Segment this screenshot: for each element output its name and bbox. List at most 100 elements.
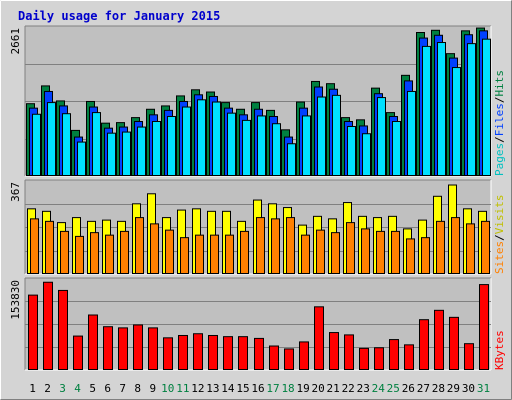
kbytes-max-label: 153830 bbox=[9, 280, 22, 320]
visits-sites-sites-bar-1 bbox=[30, 218, 39, 275]
kbytes-kbytes-bar-18 bbox=[284, 348, 294, 370]
hits-files-pages-pages-bar-20 bbox=[317, 96, 326, 176]
hits-files-pages-pages-bar-2 bbox=[47, 102, 56, 176]
hits-files-pages-pages-bar-5 bbox=[92, 112, 101, 177]
hits-files-pages-legend-separator: / bbox=[493, 136, 506, 143]
kbytes-kbytes-bar-3 bbox=[58, 289, 68, 370]
visits-sites-sites-bar-5 bbox=[90, 232, 99, 274]
hits-files-pages-pages-bar-14 bbox=[227, 112, 236, 176]
kbytes-kbytes-bar-6 bbox=[103, 326, 113, 370]
kbytes-kbytes-bar-23 bbox=[359, 347, 369, 370]
hits-files-pages-pages-bar-24 bbox=[377, 97, 386, 176]
x-tick-label-21: 21 bbox=[327, 382, 340, 395]
hits-files-pages-pages-bar-15 bbox=[242, 119, 251, 176]
x-tick-label-1: 1 bbox=[29, 382, 36, 395]
x-tick-label-17: 17 bbox=[266, 382, 279, 395]
kbytes-kbytes-bar-25 bbox=[389, 339, 399, 371]
x-tick-label-10: 10 bbox=[161, 382, 174, 395]
hits-files-pages-pages-bar-21 bbox=[332, 94, 341, 176]
hits-files-pages-pages-bar-16 bbox=[257, 115, 266, 176]
kbytes-kbytes-bar-30 bbox=[464, 343, 474, 371]
chart-panels: 2661 Pages/Files/Hits 367 Sites/Visits 15383… bbox=[9, 25, 506, 371]
visits-sites-sites-bar-19 bbox=[301, 234, 310, 274]
hits-files-pages-panel: 2661 Pages/Files/Hits bbox=[9, 25, 506, 177]
x-tick-label-28: 28 bbox=[432, 382, 445, 395]
x-tick-label-12: 12 bbox=[191, 382, 204, 395]
kbytes-kbytes-bar-16 bbox=[254, 337, 264, 370]
x-axis-labels: 1 2 3 4 5 6 7 8 9 10 11 12 13 14 15 16 17 18 19 20 21 22 23 24 2… bbox=[29, 382, 490, 395]
x-tick-label-15: 15 bbox=[236, 382, 249, 395]
hits-files-pages-pages-bar-22 bbox=[347, 125, 356, 176]
x-tick-label-29: 29 bbox=[447, 382, 460, 395]
kbytes-kbytes-bar-17 bbox=[269, 345, 279, 370]
visits-sites-sites-bar-12 bbox=[195, 234, 204, 274]
kbytes-kbytes-bar-8 bbox=[133, 324, 143, 370]
hits-files-pages-pages-bar-31 bbox=[482, 38, 491, 176]
visits-sites-sites-bar-4 bbox=[75, 235, 84, 275]
visits-sites-max-label: 367 bbox=[9, 182, 22, 202]
visits-sites-sites-bar-7 bbox=[120, 230, 129, 275]
visits-sites-sites-bar-22 bbox=[346, 222, 355, 274]
visits-sites-sites-bar-28 bbox=[436, 220, 445, 274]
visits-sites-sites-bar-25 bbox=[391, 230, 400, 275]
visits-sites-sites-bar-2 bbox=[45, 220, 54, 274]
hits-files-pages-pages-bar-28 bbox=[437, 42, 446, 177]
visits-sites-sites-bar-21 bbox=[331, 232, 340, 274]
hits-files-pages-pages-bar-27 bbox=[422, 45, 431, 176]
kbytes-kbytes-bar-20 bbox=[314, 306, 324, 370]
visits-sites-legend-sites: Sites bbox=[493, 241, 506, 274]
kbytes-kbytes-bar-12 bbox=[193, 333, 203, 371]
x-tick-label-9: 9 bbox=[149, 382, 156, 395]
kbytes-kbytes-bar-2 bbox=[43, 281, 53, 370]
kbytes-kbytes-bar-22 bbox=[344, 334, 354, 370]
hits-files-pages-pages-bar-12 bbox=[197, 99, 206, 176]
kbytes-kbytes-bar-28 bbox=[434, 309, 444, 370]
kbytes-side-legend: KBytes bbox=[493, 330, 506, 370]
x-tick-label-11: 11 bbox=[176, 382, 189, 395]
kbytes-kbytes-bar-31 bbox=[479, 284, 489, 370]
visits-sites-sites-bar-23 bbox=[361, 228, 370, 274]
kbytes-kbytes-bar-26 bbox=[404, 344, 414, 370]
visits-sites-sites-bar-29 bbox=[451, 217, 460, 274]
kbytes-kbytes-bar-5 bbox=[88, 314, 98, 370]
visits-sites-sites-bar-30 bbox=[466, 223, 475, 274]
visits-sites-sites-bar-8 bbox=[135, 217, 144, 274]
visits-sites-side-legend: Sites/Visits bbox=[493, 195, 506, 275]
kbytes-kbytes-bar-14 bbox=[223, 336, 233, 370]
x-tick-label-23: 23 bbox=[357, 382, 370, 395]
visits-sites-sites-bar-27 bbox=[421, 237, 430, 275]
hits-files-pages-legend-separator: / bbox=[493, 97, 506, 104]
x-tick-label-25: 25 bbox=[387, 382, 400, 395]
visits-sites-sites-bar-26 bbox=[406, 238, 415, 274]
kbytes-kbytes-bar-7 bbox=[118, 327, 128, 371]
x-tick-label-4: 4 bbox=[74, 382, 81, 395]
hits-files-pages-pages-bar-26 bbox=[407, 90, 416, 176]
x-tick-label-27: 27 bbox=[417, 382, 430, 395]
visits-sites-sites-bar-14 bbox=[225, 234, 234, 274]
hits-files-pages-pages-bar-17 bbox=[272, 123, 281, 176]
x-tick-label-7: 7 bbox=[119, 382, 126, 395]
hits-files-pages-pages-bar-6 bbox=[107, 132, 116, 176]
visits-sites-sites-bar-31 bbox=[481, 220, 490, 274]
x-tick-label-22: 22 bbox=[342, 382, 355, 395]
kbytes-kbytes-bar-24 bbox=[374, 347, 384, 371]
hits-files-pages-pages-bar-25 bbox=[392, 120, 401, 177]
hits-files-pages-pages-bar-10 bbox=[167, 115, 176, 177]
hits-files-pages-pages-bar-4 bbox=[77, 141, 86, 176]
visits-sites-sites-bar-9 bbox=[150, 223, 159, 274]
hits-files-pages-max-label: 2661 bbox=[9, 28, 22, 55]
kbytes-kbytes-bar-27 bbox=[419, 319, 429, 371]
hits-files-pages-pages-bar-29 bbox=[452, 67, 461, 176]
x-tick-label-2: 2 bbox=[44, 382, 51, 395]
hits-files-pages-side-legend: Pages/Files/Hits bbox=[493, 70, 506, 176]
hits-files-pages-pages-bar-8 bbox=[137, 126, 146, 176]
visits-sites-sites-bar-11 bbox=[180, 237, 189, 275]
kbytes-kbytes-bar-19 bbox=[299, 341, 309, 371]
visits-sites-sites-bar-15 bbox=[240, 230, 249, 275]
x-tick-label-14: 14 bbox=[221, 382, 235, 395]
hits-files-pages-pages-bar-3 bbox=[62, 113, 71, 176]
hits-files-pages-pages-bar-1 bbox=[32, 113, 41, 176]
kbytes-kbytes-bar-9 bbox=[148, 327, 158, 371]
visits-sites-sites-bar-17 bbox=[271, 218, 280, 275]
